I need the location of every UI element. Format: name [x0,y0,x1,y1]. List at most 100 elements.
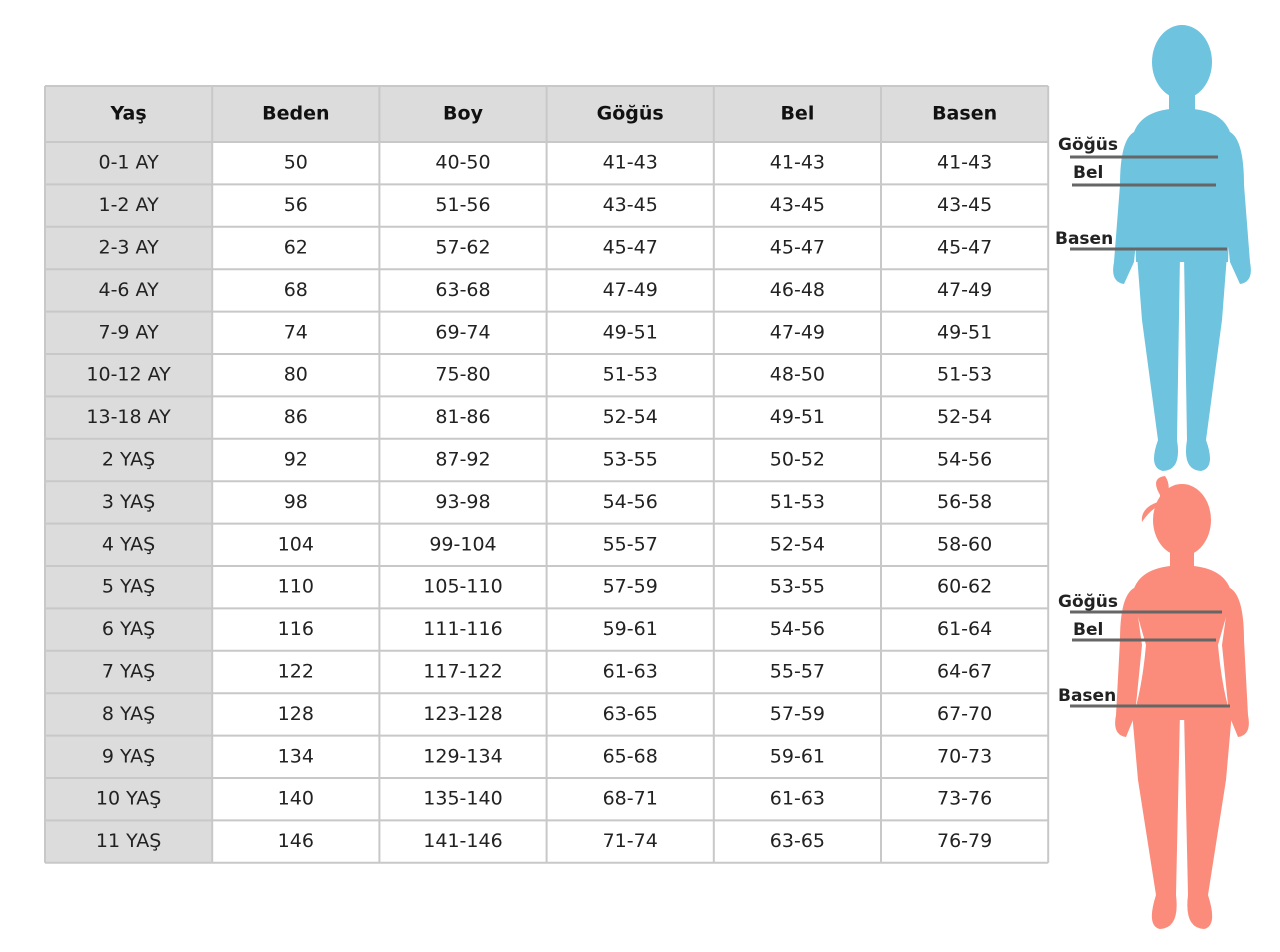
table-cell: 117-122 [423,661,502,683]
table-cell: 57-59 [603,576,658,598]
table-cell: 49-51 [937,321,992,343]
table-cell: 49-51 [770,406,825,428]
table-cell: 99-104 [429,533,496,555]
figure-label: Basen [1055,229,1113,249]
header-cell: Bel [780,103,814,125]
table-cell: 51-53 [603,364,658,386]
table-cell: 86 [284,406,308,428]
table-cell: 56-58 [937,491,992,513]
table-cell: 57-59 [770,703,825,725]
table-cell: 7-9 AY [98,321,159,343]
table-cell: 76-79 [937,830,992,852]
table-cell: 104 [278,533,314,555]
table-cell: 4-6 AY [98,279,159,301]
table-cell: 71-74 [603,830,658,852]
table-cell: 1-2 AY [98,194,159,216]
table-cell: 2 YAŞ [102,449,155,471]
table-cell: 105-110 [423,576,502,598]
table-cell: 67-70 [937,703,992,725]
table-cell: 73-76 [937,788,992,810]
table-cell: 4 YAŞ [102,533,155,555]
table-cell: 87-92 [435,449,490,471]
table-cell: 51-56 [435,194,490,216]
table-cell: 46-48 [770,279,825,301]
figure-label: Basen [1058,686,1116,706]
table-cell: 116 [278,618,314,640]
table-cell: 9 YAŞ [102,745,155,767]
table-cell: 2-3 AY [98,237,159,259]
table-cell: 111-116 [423,618,502,640]
table-cell: 140 [278,788,314,810]
table-cell: 7 YAŞ [102,661,155,683]
table-cell: 54-56 [937,449,992,471]
table-cell: 45-47 [770,237,825,259]
table-cell: 52-54 [603,406,658,428]
first-col-bg [45,86,213,863]
table-cell: 110 [278,576,314,598]
table-cell: 6 YAŞ [102,618,155,640]
table-cell: 135-140 [423,788,502,810]
table-cell: 80 [284,364,308,386]
table-cell: 43-45 [603,194,658,216]
table-cell: 49-51 [603,321,658,343]
boy-figure [1113,25,1251,471]
table-cell: 43-45 [937,194,992,216]
table-cell: 45-47 [937,237,992,259]
table-cell: 70-73 [937,745,992,767]
header-cell: Yaş [110,103,147,125]
table-cell: 41-43 [937,152,992,174]
table-cell: 0-1 AY [98,152,159,174]
table-cell: 69-74 [435,321,490,343]
table-cell: 57-62 [435,237,490,259]
table-cell: 41-43 [770,152,825,174]
header-cell: Göğüs [597,103,664,125]
header-cell: Beden [262,103,329,125]
table-cell: 10 YAŞ [96,788,161,810]
table-cell: 61-64 [937,618,992,640]
table-cell: 53-55 [770,576,825,598]
table-cell: 13-18 AY [86,406,171,428]
figure-label: Bel [1073,620,1103,640]
table-cell: 134 [278,745,314,767]
table-cell: 10-12 AY [86,364,171,386]
table-cell: 146 [278,830,314,852]
girl-figure [1115,476,1249,929]
table-cell: 55-57 [770,661,825,683]
table-cell: 43-45 [770,194,825,216]
table-cell: 65-68 [603,745,658,767]
measure-lines [1070,155,1230,708]
table-cell: 47-49 [770,321,825,343]
table-cell: 123-128 [423,703,502,725]
table-cell: 58-60 [937,533,992,555]
table-cell: 54-56 [603,491,658,513]
table-cell: 51-53 [937,364,992,386]
table-cell: 141-146 [423,830,502,852]
table-cell: 122 [278,661,314,683]
table-cell: 61-63 [603,661,658,683]
figure-label: Göğüs [1058,592,1118,612]
table-cell: 5 YAŞ [102,576,155,598]
table-cell: 68 [284,279,308,301]
table-cell: 81-86 [435,406,490,428]
figure-label: Göğüs [1058,135,1118,155]
table-cell: 40-50 [435,152,490,174]
table-cell: 59-61 [603,618,658,640]
table-cell: 41-43 [603,152,658,174]
table-cell: 63-65 [770,830,825,852]
table-cell: 45-47 [603,237,658,259]
table-cell: 50 [284,152,308,174]
table-cell: 63-65 [603,703,658,725]
table-cell: 68-71 [603,788,658,810]
table-cell: 47-49 [937,279,992,301]
table-cell: 56 [284,194,308,216]
figure-label: Bel [1073,163,1103,183]
table-cell: 59-61 [770,745,825,767]
table-cell: 3 YAŞ [102,491,155,513]
table-cell: 55-57 [603,533,658,555]
table-cell: 64-67 [937,661,992,683]
size-table: Yaş Beden Boy Göğüs Bel Basen 0-1 AY 50 40-50 41-… [44,85,1050,864]
table-cell: 93-98 [435,491,490,513]
table-cell: 11 YAŞ [96,830,161,852]
header-cell: Basen [932,103,997,125]
table-cell: 128 [278,703,314,725]
